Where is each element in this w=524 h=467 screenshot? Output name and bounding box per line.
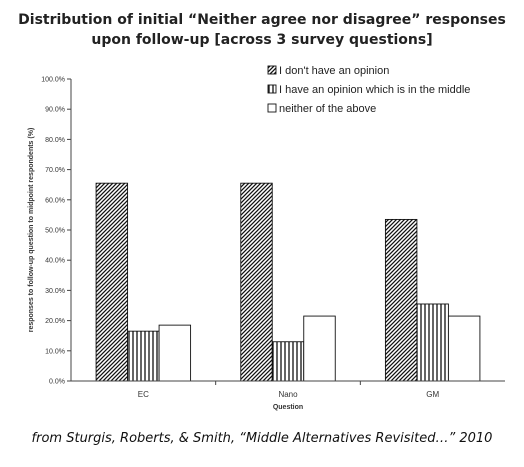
y-tick-label: 30.0% [45, 288, 65, 295]
y-tick-label: 10.0% [45, 348, 65, 355]
legend: I don't have an opinion I have an opinion… [267, 65, 470, 115]
legend-swatch [267, 84, 277, 94]
y-tick-label: 0.0% [49, 379, 65, 386]
bar-gm-series-1 [384, 218, 418, 382]
bar-nano-series-1 [240, 182, 273, 382]
y-tick-label: 90.0% [45, 107, 65, 114]
bar-gm-series-2 [416, 303, 449, 382]
legend-entry-label: I don't have an opinion [279, 65, 389, 77]
y-tick-label: 60.0% [45, 197, 65, 204]
y-tick-label: 50.0% [45, 228, 65, 235]
legend-entry-label: neither of the above [279, 103, 376, 115]
y-tick-label: 40.0% [45, 258, 65, 265]
bar-ec-series-1 [95, 182, 129, 382]
x-category-label: Nano [278, 390, 298, 399]
y-axis-label: responses to follow-up question to midpo… [28, 128, 35, 333]
chart-title-line-1: Distribution of initial “Neither agree n… [18, 12, 506, 28]
x-category-label: EC [138, 390, 149, 399]
x-axis-label: Question [273, 404, 303, 411]
bar-ec-series-3 [158, 324, 192, 382]
bar-nano-series-3 [303, 315, 336, 382]
legend-swatch [267, 103, 277, 113]
chart-title-line-2: upon follow-up [across 3 survey question… [91, 32, 433, 48]
y-tick-label: 80.0% [45, 137, 65, 144]
y-tick-label: 70.0% [45, 167, 65, 174]
source-caption: from Sturgis, Roberts, & Smith, “Middle … [31, 431, 493, 446]
bar-nano-series-2 [271, 341, 305, 382]
x-category-label: GM [426, 390, 439, 399]
bar-ec-series-2 [127, 330, 160, 382]
y-tick-label: 20.0% [45, 318, 65, 325]
legend-entry-label: I have an opinion which is in the middle [279, 84, 470, 96]
bar-gm-series-3 [447, 315, 481, 382]
y-tick-label: 100.0% [41, 77, 65, 84]
legend-swatch [267, 65, 277, 75]
